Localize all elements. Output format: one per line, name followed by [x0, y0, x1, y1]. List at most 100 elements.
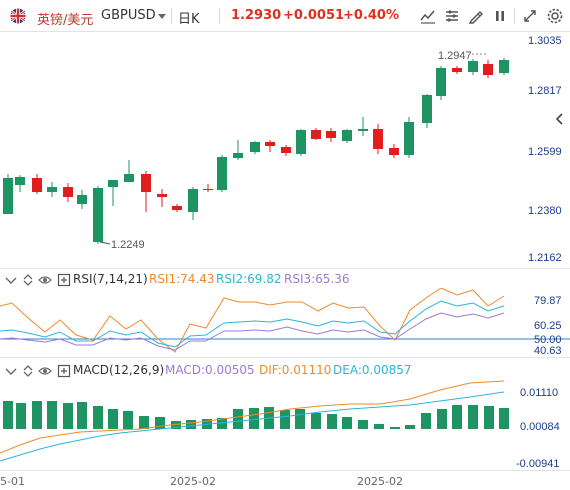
expand-icon[interactable]	[520, 6, 540, 26]
candle	[172, 204, 182, 212]
collapse-icon[interactable]	[4, 273, 18, 287]
price-axis-label: 1.2599	[528, 146, 562, 158]
time-axis: 5-01 2025-02 2025-02	[0, 470, 570, 490]
rsi-name: RSI(7,14,21)	[73, 272, 148, 286]
time-axis-label: 5-01	[0, 475, 25, 488]
indicator-icon[interactable]	[418, 6, 438, 26]
candle-body	[281, 147, 291, 153]
rsi-axis-label: 40.63	[534, 345, 562, 356]
price-axis-label: 1.2817	[528, 85, 562, 97]
drawing-icon[interactable]	[466, 6, 486, 26]
hide-eye-icon[interactable]	[38, 273, 52, 287]
move-icon[interactable]	[21, 273, 35, 287]
candle	[452, 66, 462, 74]
candle-body	[436, 68, 446, 96]
time-axis-label: 2025-02	[357, 475, 403, 488]
macd-histogram-bar	[452, 405, 462, 429]
candle	[203, 184, 213, 192]
indicator-settings-icon[interactable]	[57, 273, 71, 287]
macd-histogram-bar	[484, 406, 494, 429]
macd-histogram-bar	[327, 414, 337, 429]
candle-body	[373, 129, 383, 149]
compare-icon[interactable]	[442, 6, 462, 26]
candle	[373, 124, 383, 154]
toolbar-divider	[171, 8, 172, 24]
price-axis-label: 1.3035	[528, 35, 562, 47]
interval-selector[interactable]: 日K	[178, 12, 200, 27]
collapse-icon[interactable]	[4, 364, 18, 378]
candle	[436, 66, 446, 100]
candle-body	[265, 142, 275, 146]
macd-histogram-bar	[155, 417, 165, 429]
candle	[108, 180, 118, 206]
macd-histogram-bar	[93, 406, 103, 429]
macd-axis-label: 0.01110	[520, 387, 558, 399]
settings-icon[interactable]	[545, 6, 565, 26]
panel-divider	[0, 268, 570, 269]
candle	[296, 129, 306, 156]
candle	[358, 117, 368, 136]
symbol-code[interactable]: GBPUSD	[101, 8, 156, 23]
rsi2-line	[0, 300, 505, 348]
dif-value: DIF:0.01110	[259, 363, 332, 377]
candle-body	[203, 189, 213, 190]
candle-body	[452, 68, 462, 72]
indicator-settings-icon[interactable]	[57, 364, 71, 378]
pause-icon[interactable]	[490, 6, 510, 26]
candle-body	[468, 61, 478, 72]
candle-body	[3, 178, 13, 214]
toolbar: 英镑/美元 GBPUSD 日K 1.2930 +0.0051 +0.40%	[0, 0, 570, 32]
uk-flag-icon	[10, 8, 26, 24]
chevron-down-icon[interactable]	[158, 14, 166, 19]
candle	[141, 171, 151, 212]
candle-body	[233, 153, 243, 158]
chevron-left-icon[interactable]	[555, 113, 563, 125]
move-icon[interactable]	[21, 364, 35, 378]
candle	[217, 155, 227, 192]
rsi2-value: RSI2:69.82	[216, 272, 282, 286]
candle	[483, 60, 493, 78]
low-price-label: 1.2249	[111, 239, 145, 251]
macd-histogram-bar	[468, 405, 478, 429]
rsi-chart[interactable]: 79.87 60.25 50.00 40.63	[0, 288, 570, 356]
rsi1-value: RSI1:74.43	[149, 272, 215, 286]
rsi-axis-label: 50.00	[534, 334, 562, 346]
macd-histogram-bar	[295, 409, 305, 429]
macd-histogram-bar	[374, 424, 384, 429]
macd-histogram-bar	[32, 401, 42, 429]
candle	[404, 117, 414, 158]
macd-axis-label: 0.00084	[520, 421, 560, 433]
macd-chart[interactable]: 0.01110 0.00084 -0.00941	[0, 379, 570, 470]
macd-histogram-bar	[437, 409, 447, 429]
candle	[15, 175, 25, 192]
candle-body	[296, 130, 306, 154]
price-axis-label: 1.2162	[528, 252, 562, 264]
macd-histogram-bar	[390, 427, 400, 429]
candle	[499, 58, 509, 75]
rsi-axis-label: 79.87	[534, 295, 562, 307]
macd-histogram-bar	[280, 410, 290, 429]
macd-histogram-bar	[63, 403, 73, 429]
candle	[281, 145, 291, 156]
rsi3-value: RSI3:65.36	[284, 272, 350, 286]
candle-body	[77, 195, 87, 204]
rsi3-line	[0, 312, 505, 351]
macd-histogram-bar	[139, 416, 149, 429]
dea-value: DEA:0.00857	[333, 363, 412, 377]
candle	[468, 59, 478, 75]
macd-histogram-bar	[249, 408, 259, 429]
panel-divider	[0, 357, 570, 358]
dif-line	[0, 380, 505, 454]
candle-body	[217, 157, 227, 190]
candle-body	[108, 180, 118, 187]
candle-body	[63, 187, 73, 197]
macd-histogram-bar	[311, 413, 321, 429]
hide-eye-icon[interactable]	[38, 364, 52, 378]
symbol-name[interactable]: 英镑/美元	[37, 13, 94, 28]
candle	[188, 187, 198, 220]
macd-histogram-bar	[421, 413, 431, 429]
candlestick-chart[interactable]: 1.2947 1.2249 1.3035 1.2817 1.2599 1.238…	[0, 32, 570, 270]
candle	[422, 94, 432, 128]
rsi-axis-label: 60.25	[534, 320, 562, 332]
candle-body	[32, 178, 42, 192]
